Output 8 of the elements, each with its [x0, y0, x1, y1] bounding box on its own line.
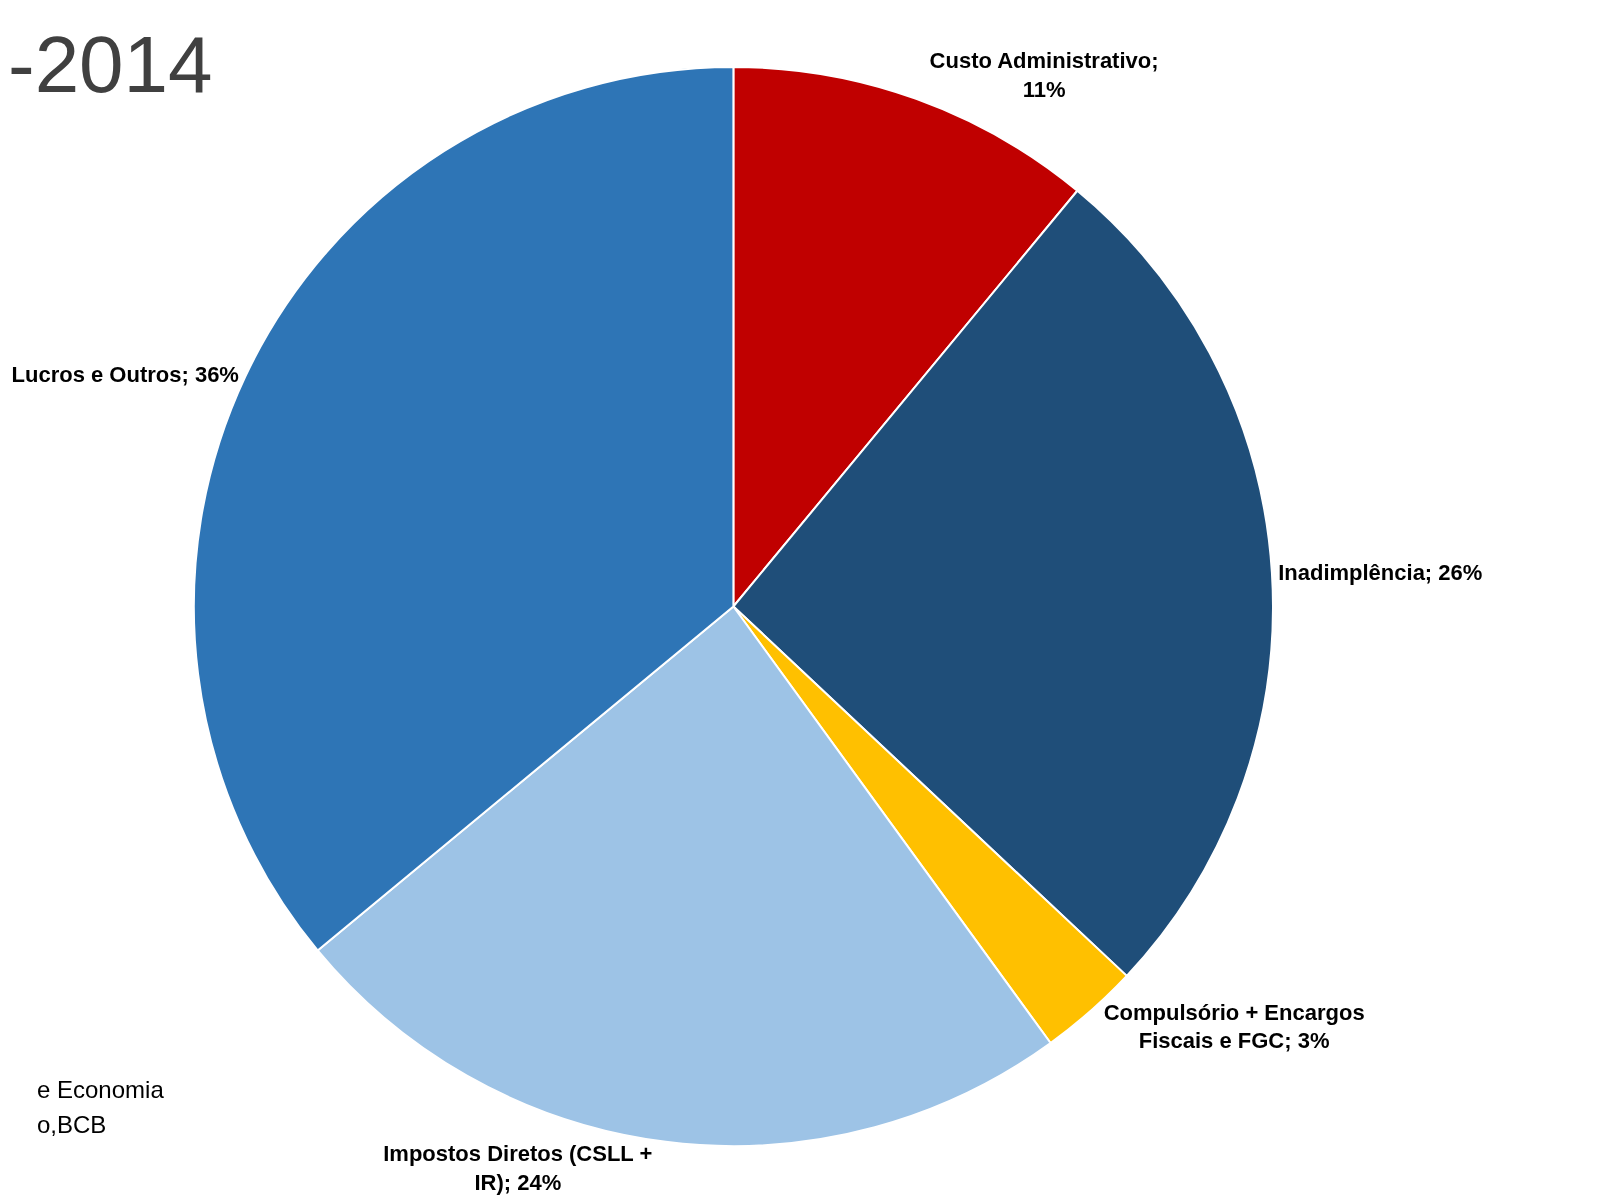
slice-label: Compulsório + Encargos Fiscais e FGC; 3%	[1103, 999, 1365, 1054]
text: o,BCB	[37, 1111, 107, 1138]
chart-title: -2014	[7, 20, 213, 110]
slice-label: Lucros e Outros; 36%	[11, 361, 239, 387]
slice-label: Impostos Diretos (CSLL + IR); 24%	[383, 1141, 653, 1195]
slice-label: Inadimplência; 26%	[1278, 560, 1483, 586]
slice-label: Custo Administrativo; 11%	[929, 48, 1159, 102]
text: e Economia	[37, 1076, 165, 1103]
